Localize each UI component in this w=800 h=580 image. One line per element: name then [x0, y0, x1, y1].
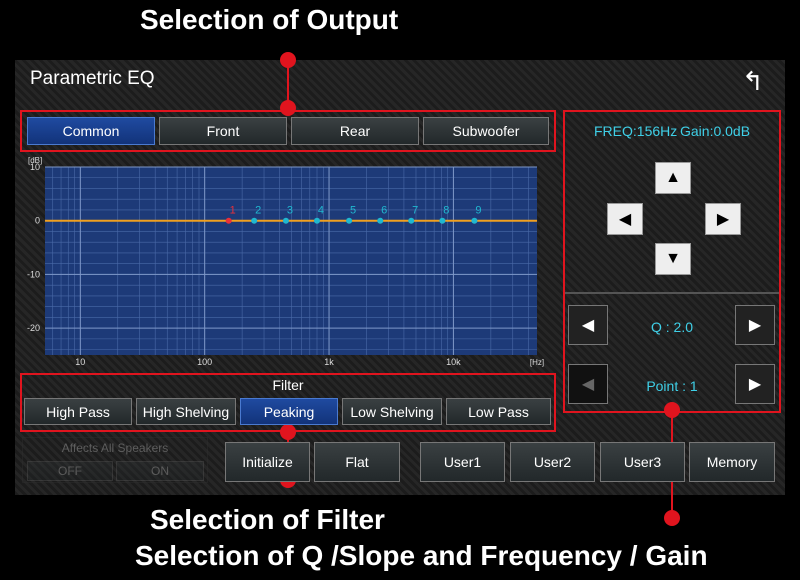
right-button[interactable]: ▶ — [705, 203, 741, 235]
annotation: Selection of Output — [140, 4, 399, 35]
freq-readout: FREQ:156Hz — [594, 123, 678, 139]
eq-point-label: 7 — [412, 205, 418, 217]
y-tick-label: 0 — [35, 216, 40, 226]
pointer-dot — [280, 424, 296, 440]
eq-point-label: 8 — [443, 205, 449, 217]
q-value: Q : 2.0 — [650, 319, 694, 335]
memory-button[interactable]: User2 — [510, 442, 595, 482]
left-button[interactable]: ◀ — [607, 203, 643, 235]
screen-title: Parametric EQ — [30, 68, 155, 89]
memory-button[interactable]: Memory — [689, 442, 775, 482]
q-up[interactable]: ▶ — [735, 305, 775, 345]
y-unit: [dB] — [28, 156, 42, 165]
pointer-dot — [664, 402, 680, 418]
pointer-dot — [280, 52, 296, 68]
eq-point — [225, 217, 232, 224]
back-button[interactable]: ↰ — [742, 66, 764, 96]
y-tick-label: -20 — [27, 323, 40, 333]
point-value: Point : 1 — [646, 378, 698, 394]
eq-point-label: 6 — [381, 205, 387, 217]
plot-background — [45, 167, 537, 355]
eq-point — [346, 217, 353, 224]
action-button[interactable]: Flat — [314, 442, 400, 482]
affects-option[interactable]: OFF — [27, 461, 113, 481]
eq-point-label: 9 — [475, 205, 481, 217]
down-button[interactable]: ▼ — [655, 243, 691, 275]
divider — [565, 292, 779, 294]
eq-point — [471, 217, 478, 224]
y-tick-label: 10 — [30, 162, 40, 172]
filter-option[interactable]: Peaking — [240, 398, 338, 425]
eq-point-label: 2 — [255, 205, 261, 217]
eq-point-label: 5 — [350, 205, 356, 217]
eq-point — [439, 217, 446, 224]
point-prev[interactable]: ◀ — [568, 364, 608, 404]
affects-title: Affects All Speakers — [61, 441, 169, 455]
eq-point-label: 1 — [230, 205, 236, 217]
eq-point — [282, 217, 289, 224]
x-tick-label: 1k — [324, 357, 334, 367]
eq-point-label: 3 — [287, 205, 293, 217]
q-down[interactable]: ◀ — [568, 305, 608, 345]
eq-point — [408, 217, 415, 224]
point-next[interactable]: ▶ — [735, 364, 775, 404]
annotation: Selection of Filter — [150, 504, 385, 535]
y-tick-label: -10 — [27, 269, 40, 279]
eq-point-label: 4 — [318, 205, 324, 217]
x-unit: [Hz] — [530, 358, 544, 367]
output-tab[interactable]: Subwoofer — [423, 117, 549, 145]
action-button[interactable]: Initialize — [225, 442, 310, 482]
output-tab[interactable]: Rear — [291, 117, 419, 145]
output-tab[interactable]: Front — [159, 117, 287, 145]
output-tab[interactable]: Common — [27, 117, 155, 145]
x-tick-label: 10 — [75, 357, 85, 367]
filter-option[interactable]: Low Pass — [446, 398, 551, 425]
memory-button[interactable]: User1 — [420, 442, 505, 482]
filter-option[interactable]: High Shelving — [136, 398, 236, 425]
annotation: Selection of Q /Slope and Frequency / Ga… — [135, 540, 708, 571]
filter-option[interactable]: High Pass — [24, 398, 132, 425]
affects-box — [22, 437, 208, 483]
up-button[interactable]: ▲ — [655, 162, 691, 194]
x-tick-label: 10k — [446, 357, 461, 367]
affects-option[interactable]: ON — [116, 461, 204, 481]
memory-button[interactable]: User3 — [600, 442, 685, 482]
gain-readout: Gain:0.0dB — [680, 123, 751, 139]
pointer-line — [287, 60, 289, 108]
eq-point — [377, 217, 384, 224]
pointer-dot — [664, 510, 680, 526]
eq-point — [313, 217, 320, 224]
filter-title: Filter — [272, 377, 304, 393]
eq-point — [251, 217, 258, 224]
filter-option[interactable]: Low Shelving — [342, 398, 442, 425]
x-tick-label: 100 — [197, 357, 212, 367]
pointer-dot — [280, 100, 296, 116]
